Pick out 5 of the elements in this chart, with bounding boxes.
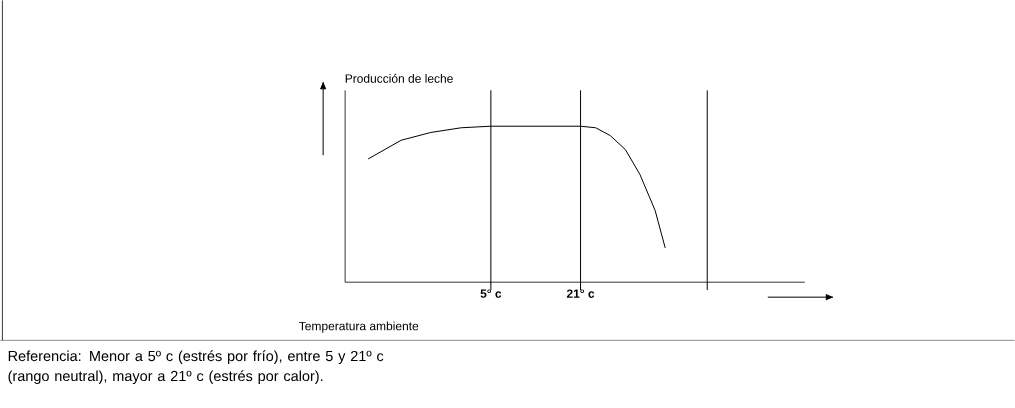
x-tick-label: 5° c <box>480 289 502 298</box>
x-tick-label: 21° c <box>566 289 595 298</box>
text: Referencia: Menor a 5º c (estrés por frío), entre 5 y 21º c (rango neutral), mayor a 21º c (estrés por calor). <box>8 350 384 384</box>
y-axis-title: Producción de leche <box>345 73 453 83</box>
x-axis-title: Temperatura ambiente <box>299 321 419 333</box>
